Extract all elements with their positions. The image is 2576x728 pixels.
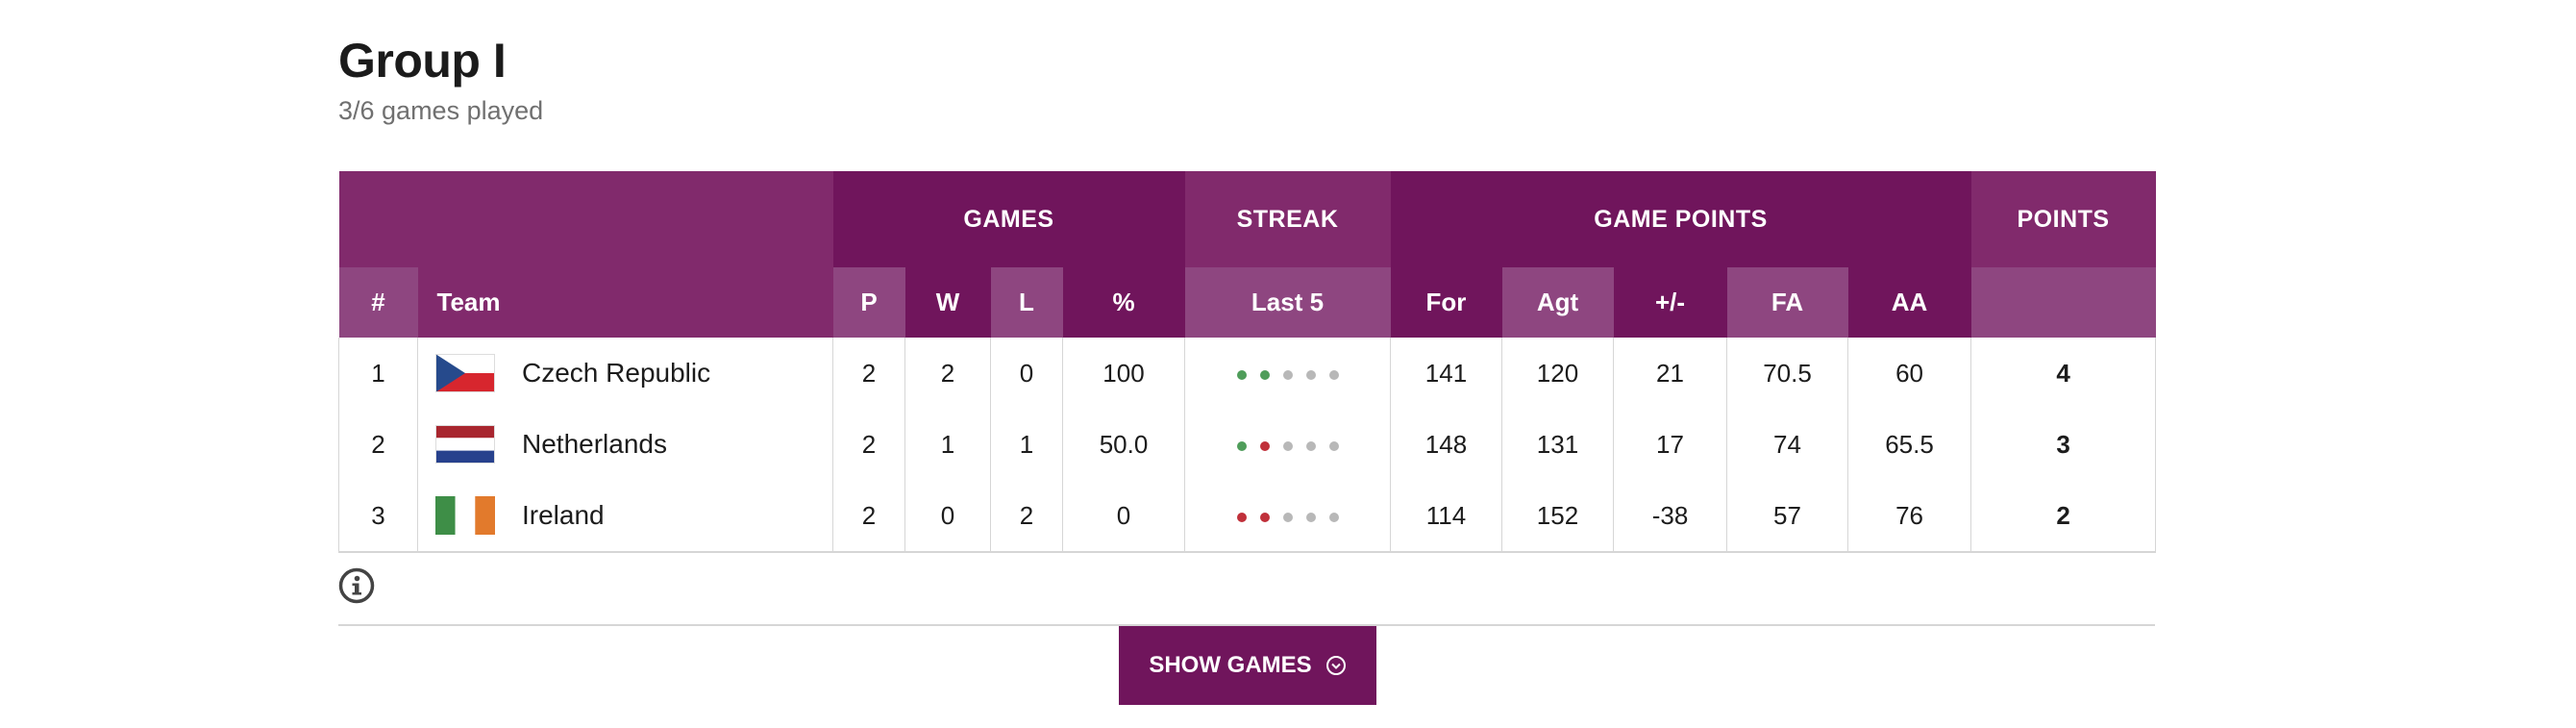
- fa-cell: 70.5: [1726, 338, 1848, 409]
- empty-dot: [1305, 512, 1316, 522]
- win-dot: [1236, 369, 1247, 380]
- netherlands-flag-icon: [435, 425, 495, 464]
- empty-dot: [1328, 440, 1339, 451]
- for-cell: 148: [1390, 409, 1502, 480]
- percent-cell: 0: [1062, 480, 1185, 553]
- streak-cell: [1184, 338, 1391, 409]
- col-played[interactable]: P: [832, 267, 905, 338]
- rank-cell: 1: [338, 338, 418, 409]
- team-cell[interactable]: Ireland: [417, 480, 833, 553]
- col-against[interactable]: Agt: [1501, 267, 1614, 338]
- played-cell: 2: [832, 480, 905, 553]
- lost-cell: 2: [990, 480, 1063, 553]
- for-cell: 114: [1390, 480, 1502, 553]
- aa-cell: 60: [1846, 338, 1972, 409]
- diff-cell: -38: [1613, 480, 1727, 553]
- show-games-button[interactable]: SHOW GAMES: [1119, 626, 1376, 705]
- czech-flag-icon: [435, 354, 495, 392]
- games-played-text: 3/6 games played: [338, 96, 544, 125]
- played-cell: 2: [832, 409, 905, 480]
- lost-cell: 1: [990, 409, 1063, 480]
- aa-cell: 76: [1846, 480, 1972, 553]
- show-games-label: SHOW GAMES: [1149, 652, 1312, 678]
- standings-table: GAMES STREAK GAME POINTS POINTS # Team P…: [338, 171, 2157, 553]
- loss-dot: [1236, 512, 1247, 522]
- fa-cell: 74: [1726, 409, 1848, 480]
- col-percent[interactable]: %: [1062, 267, 1185, 338]
- empty-dot: [1282, 512, 1293, 522]
- info-icon[interactable]: [338, 567, 375, 604]
- win-dot: [1236, 440, 1247, 451]
- rank-cell: 3: [338, 480, 418, 553]
- col-lost[interactable]: L: [990, 267, 1063, 338]
- col-for[interactable]: For: [1390, 267, 1502, 338]
- win-dot: [1259, 369, 1270, 380]
- points-cell: 2: [1970, 480, 2157, 553]
- header-streak: STREAK: [1184, 171, 1391, 267]
- table-row: 3 Ireland 2 0 2 0 114 152 -38 57 76 2: [338, 480, 2157, 553]
- percent-cell: 100: [1062, 338, 1185, 409]
- team-name[interactable]: Netherlands: [522, 429, 667, 459]
- aa-cell: 65.5: [1846, 409, 1972, 480]
- empty-dot: [1282, 440, 1293, 451]
- diff-cell: 17: [1613, 409, 1727, 480]
- col-aa[interactable]: AA: [1847, 267, 1971, 338]
- ireland-flag-icon: [435, 496, 495, 535]
- rank-cell: 2: [338, 409, 418, 480]
- table-row: 1 Czech Republic 2 2 0 100 141 120 21 70…: [338, 338, 2157, 409]
- header-blank: [338, 171, 833, 267]
- won-cell: 0: [904, 480, 991, 553]
- col-team[interactable]: Team: [417, 267, 833, 338]
- team-name[interactable]: Ireland: [522, 500, 605, 530]
- empty-dot: [1305, 440, 1316, 451]
- col-points: [1970, 267, 2156, 338]
- header-game-points: GAME POINTS: [1390, 171, 1971, 267]
- against-cell: 120: [1501, 338, 1614, 409]
- col-rank[interactable]: #: [338, 267, 418, 338]
- empty-dot: [1282, 369, 1293, 380]
- points-cell: 3: [1970, 409, 2157, 480]
- team-cell[interactable]: Netherlands: [417, 409, 833, 480]
- won-cell: 1: [904, 409, 991, 480]
- table-row: 2 Netherlands 2 1 1 50.0 148 131 17 74 6…: [338, 409, 2157, 480]
- page-title: Group I: [338, 34, 507, 88]
- percent-cell: 50.0: [1062, 409, 1185, 480]
- team-cell[interactable]: Czech Republic: [417, 338, 833, 409]
- divider: [338, 624, 2155, 626]
- team-name[interactable]: Czech Republic: [522, 358, 711, 388]
- won-cell: 2: [904, 338, 991, 409]
- against-cell: 131: [1501, 409, 1614, 480]
- lost-cell: 0: [990, 338, 1063, 409]
- streak-cell: [1184, 409, 1391, 480]
- fa-cell: 57: [1726, 480, 1848, 553]
- empty-dot: [1305, 369, 1316, 380]
- against-cell: 152: [1501, 480, 1614, 553]
- streak-cell: [1184, 480, 1391, 553]
- col-won[interactable]: W: [904, 267, 991, 338]
- col-fa[interactable]: FA: [1726, 267, 1848, 338]
- played-cell: 2: [832, 338, 905, 409]
- loss-dot: [1259, 512, 1270, 522]
- empty-dot: [1328, 369, 1339, 380]
- empty-dot: [1328, 512, 1339, 522]
- header-points: POINTS: [1970, 171, 2156, 267]
- chevron-down-circle-icon: [1325, 655, 1347, 676]
- loss-dot: [1259, 440, 1270, 451]
- for-cell: 141: [1390, 338, 1502, 409]
- diff-cell: 21: [1613, 338, 1727, 409]
- col-last5[interactable]: Last 5: [1184, 267, 1391, 338]
- header-games: GAMES: [832, 171, 1185, 267]
- col-diff[interactable]: +/-: [1613, 267, 1727, 338]
- points-cell: 4: [1970, 338, 2157, 409]
